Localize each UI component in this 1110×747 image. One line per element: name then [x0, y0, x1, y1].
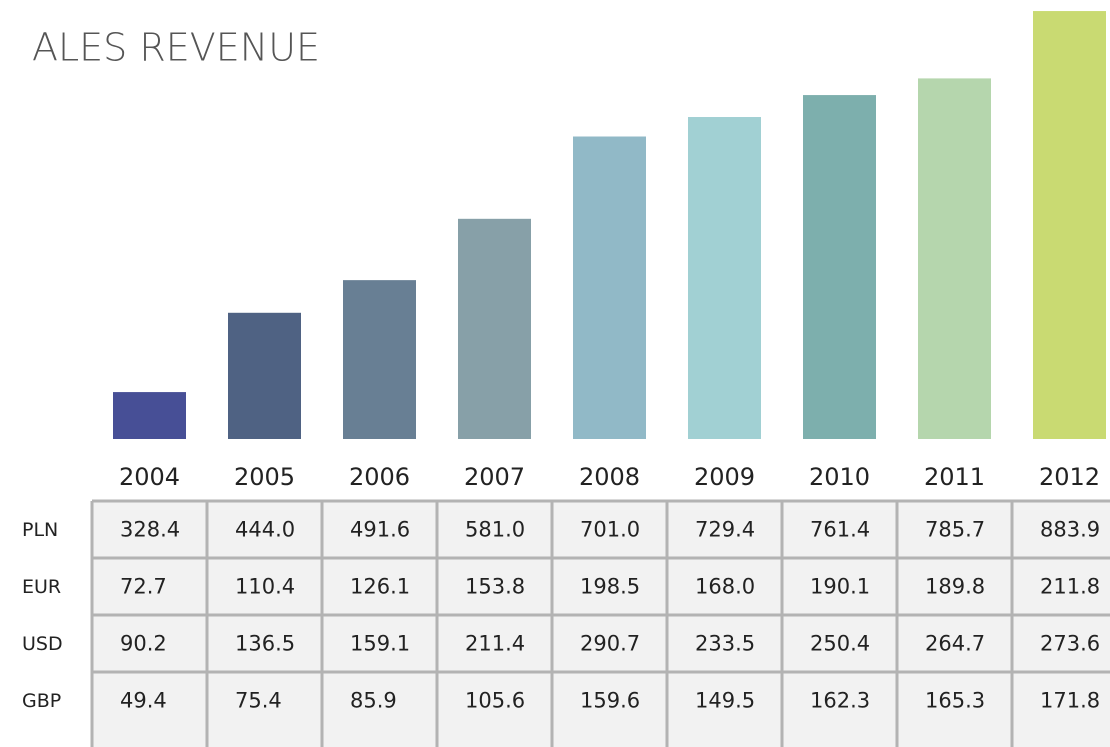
- x-tick-label: 2008: [579, 463, 640, 491]
- table-cell: 491.6: [350, 518, 410, 542]
- table-cell: 729.4: [695, 518, 755, 542]
- table-cell: 171.8: [1040, 689, 1100, 713]
- bar: [458, 218, 531, 439]
- table-cell: 49.4: [120, 689, 167, 713]
- row-label: USD: [22, 633, 63, 655]
- row-label: PLN: [22, 519, 58, 541]
- x-tick-label: 2005: [234, 463, 295, 491]
- x-tick-label: 2010: [809, 463, 870, 491]
- table-background: [92, 501, 1110, 747]
- table-cell: 105.6: [465, 689, 525, 713]
- table-cell: 190.1: [810, 575, 870, 599]
- chart-title: ALES REVENUE: [32, 26, 320, 70]
- table-cell: 264.7: [925, 632, 985, 656]
- table-cell: 90.2: [120, 632, 167, 656]
- bar: [113, 392, 186, 439]
- x-tick-label: 2004: [119, 463, 180, 491]
- table-cell: 159.6: [580, 689, 640, 713]
- table-cell: 233.5: [695, 632, 755, 656]
- x-tick-label: 2007: [464, 463, 525, 491]
- bar: [688, 117, 761, 439]
- x-tick-label: 2011: [924, 463, 985, 491]
- table-cell: 165.3: [925, 689, 985, 713]
- x-tick-label: 2006: [349, 463, 410, 491]
- table-cell: 72.7: [120, 575, 167, 599]
- bar: [228, 312, 301, 439]
- table-cell: 136.5: [235, 632, 295, 656]
- table-cell: 250.4: [810, 632, 870, 656]
- table-cell: 883.9: [1040, 518, 1100, 542]
- table-cell: 162.3: [810, 689, 870, 713]
- bar: [918, 78, 991, 440]
- table-cell: 110.4: [235, 575, 295, 599]
- table-cell: 126.1: [350, 575, 410, 599]
- table-cell: 75.4: [235, 689, 282, 713]
- table-cell: 273.6: [1040, 632, 1100, 656]
- bar: [573, 136, 646, 439]
- row-label: GBP: [22, 690, 61, 712]
- bar: [803, 95, 876, 440]
- table-cell: 153.8: [465, 575, 525, 599]
- table-cell: 328.4: [120, 518, 180, 542]
- table-cell: 701.0: [580, 518, 640, 542]
- table-cell: 290.7: [580, 632, 640, 656]
- table-cell: 211.8: [1040, 575, 1100, 599]
- table-cell: 149.5: [695, 689, 755, 713]
- table-cell: 198.5: [580, 575, 640, 599]
- table-cell: 581.0: [465, 518, 525, 542]
- table-cell: 159.1: [350, 632, 410, 656]
- x-tick-label: 2009: [694, 463, 755, 491]
- bar: [343, 280, 416, 439]
- table-cell: 785.7: [925, 518, 985, 542]
- table-cell: 189.8: [925, 575, 985, 599]
- table-cell: 85.9: [350, 689, 397, 713]
- row-label: EUR: [22, 576, 61, 598]
- table-cell: 444.0: [235, 518, 295, 542]
- table-cell: 168.0: [695, 575, 755, 599]
- table-cell: 761.4: [810, 518, 870, 542]
- x-tick-label: 2012: [1039, 463, 1100, 491]
- table-cell: 211.4: [465, 632, 525, 656]
- bar: [1033, 11, 1106, 440]
